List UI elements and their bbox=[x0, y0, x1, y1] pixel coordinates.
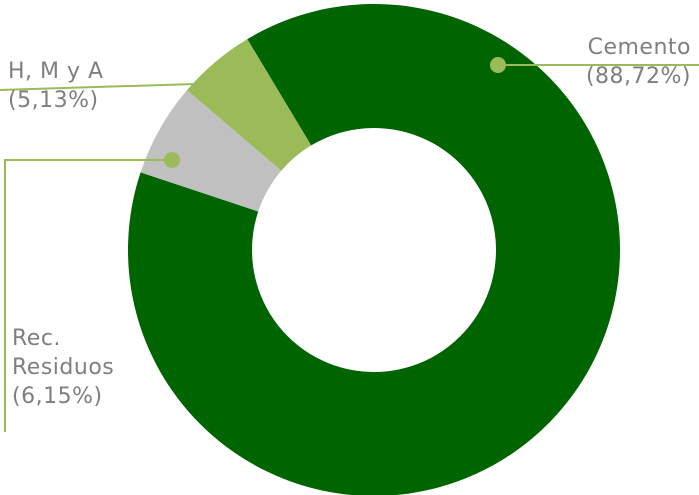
leader-line bbox=[0, 83, 196, 91]
leader-dot bbox=[490, 57, 506, 73]
leader-line bbox=[4, 159, 172, 432]
value-label: (5,13%) bbox=[8, 88, 99, 113]
value-label: (88,72%) bbox=[585, 64, 691, 89]
slices bbox=[128, 4, 620, 495]
category-label: H, M y A bbox=[8, 59, 104, 84]
leader-dots bbox=[164, 57, 506, 168]
label: Cemento (88,72%) bbox=[586, 33, 691, 91]
label: Rec. Residuos (6,15%) bbox=[12, 324, 132, 411]
leader-dot bbox=[164, 152, 180, 168]
slice bbox=[128, 4, 620, 495]
leader-lines bbox=[0, 64, 699, 432]
value-label: (6,15%) bbox=[12, 384, 103, 409]
slice bbox=[187, 39, 312, 171]
label: H, M y A (5,13%) bbox=[8, 57, 104, 115]
category-label: Rec. Residuos bbox=[12, 326, 115, 380]
category-label: Cemento bbox=[587, 35, 691, 60]
slice bbox=[140, 90, 282, 212]
